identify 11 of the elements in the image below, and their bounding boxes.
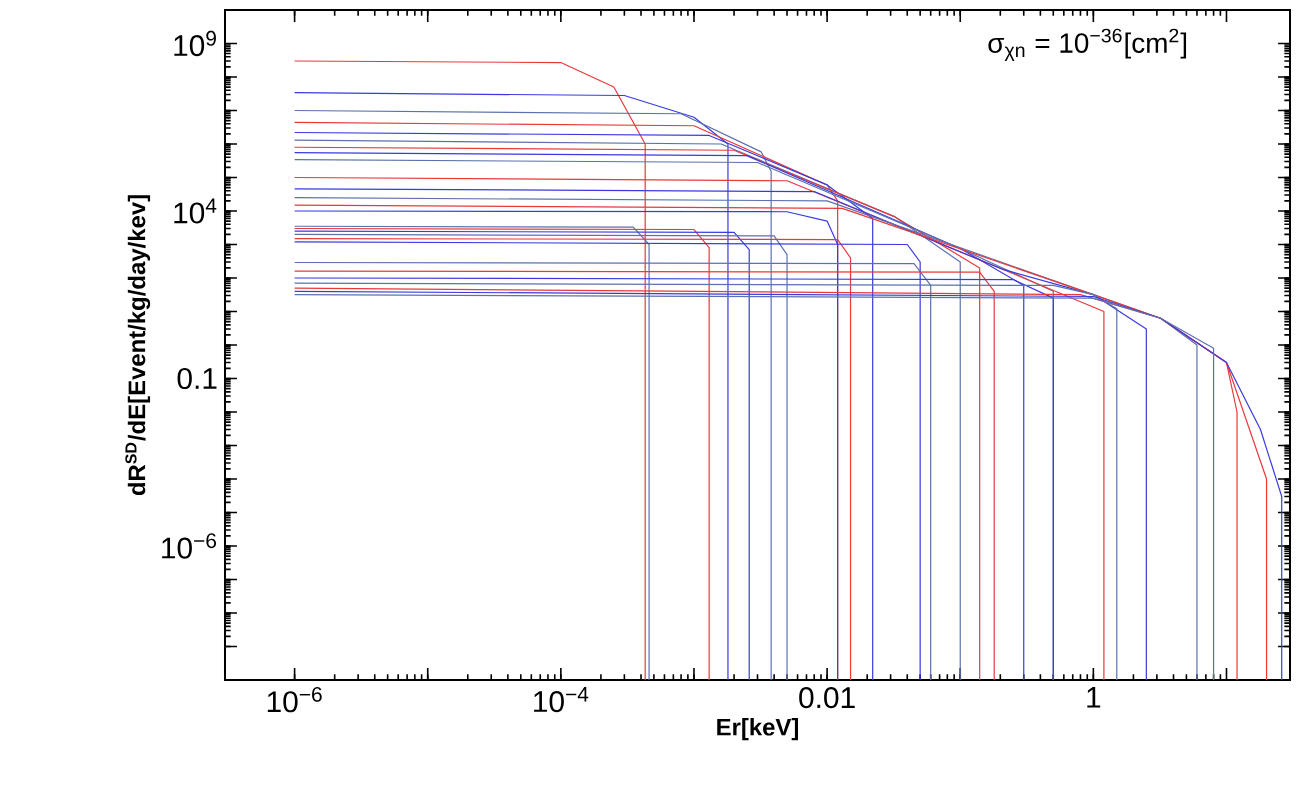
y-tick-label: 10$^{9}$ xyxy=(174,30,216,57)
y-tick-label: 10$^{4}$ xyxy=(174,198,217,224)
x-axis-title: Er[keV] xyxy=(717,718,799,741)
x-tick-label: 1 xyxy=(1087,687,1101,708)
y-tick-label: 0.1 xyxy=(177,367,217,390)
y-tick-label: 10$^{−6}$ xyxy=(162,533,217,559)
x-tick-label: 10$^{−4}$ xyxy=(534,687,589,713)
annotation: σ$_{χn}$ = 10$^{−36}$[cm$^{2}$] xyxy=(988,28,1187,62)
y-axis-title: dR$^{SD}$/dE[Event/kg/day/kev] xyxy=(125,195,151,496)
x-tick-label: 0.01 xyxy=(799,687,855,709)
x-tick-label: 10$^{−6}$ xyxy=(267,687,322,713)
